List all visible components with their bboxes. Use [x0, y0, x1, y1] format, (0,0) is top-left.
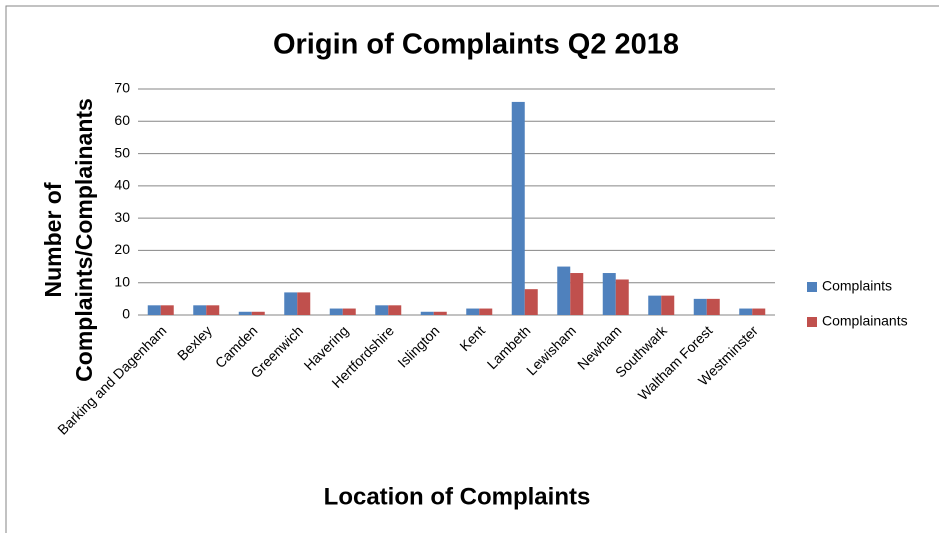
y-axis-title: Complaints/Complainants: [71, 98, 97, 382]
chart-frame: [5, 5, 939, 533]
bar: [147, 305, 161, 315]
bar: [238, 311, 252, 315]
y-tick-label: 40: [114, 177, 130, 193]
bar: [375, 305, 389, 315]
bar: [297, 292, 311, 315]
bar: [160, 305, 174, 315]
y-tick-label: 0: [122, 306, 130, 322]
bar: [570, 273, 584, 315]
bar: [420, 311, 434, 315]
bar: [661, 295, 675, 315]
bar: [388, 305, 402, 315]
legend-label: Complaints: [822, 278, 892, 294]
chart-title: Origin of Complaints Q2 2018: [273, 29, 679, 61]
bar: [284, 292, 298, 315]
bar: [466, 308, 480, 315]
y-tick-label: 30: [114, 209, 130, 225]
bar: [479, 308, 493, 315]
bar: [752, 308, 766, 315]
legend-label: Complainants: [822, 313, 908, 329]
y-tick-label: 20: [114, 241, 130, 257]
bar: [433, 311, 447, 315]
legend-swatch: [807, 317, 817, 327]
bar: [251, 311, 265, 315]
bar: [557, 266, 571, 315]
bar: [329, 308, 343, 315]
legend-swatch: [807, 282, 817, 292]
bar: [693, 298, 707, 315]
bar: [706, 298, 720, 315]
y-tick-label: 50: [114, 144, 130, 160]
y-tick-label: 10: [114, 273, 130, 289]
bar: [511, 101, 525, 316]
bar: [602, 273, 616, 315]
bar: [615, 279, 629, 315]
y-tick-label: 60: [114, 112, 130, 128]
y-tick-label: 70: [114, 80, 130, 96]
bar: [206, 305, 220, 315]
bar: [342, 308, 356, 315]
bar: [739, 308, 753, 315]
bar: [193, 305, 207, 315]
x-axis-title: Location of Complaints: [324, 483, 591, 510]
bar: [524, 289, 538, 315]
y-axis-title: Number of: [40, 182, 66, 297]
bar: [648, 295, 662, 315]
